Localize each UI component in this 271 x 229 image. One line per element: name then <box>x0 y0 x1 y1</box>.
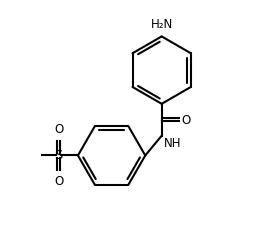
Text: O: O <box>181 114 190 127</box>
Text: S: S <box>54 149 63 162</box>
Text: O: O <box>54 175 63 188</box>
Text: O: O <box>54 123 63 136</box>
Text: NH: NH <box>163 137 181 150</box>
Text: H₂N: H₂N <box>151 18 173 31</box>
